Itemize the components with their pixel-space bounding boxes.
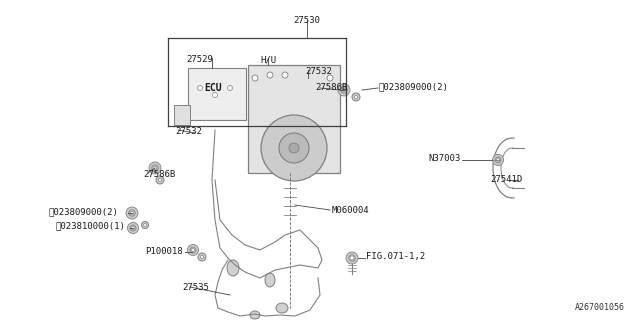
Text: 27586B: 27586B	[143, 170, 175, 179]
Circle shape	[267, 72, 273, 78]
Circle shape	[493, 155, 504, 165]
Circle shape	[131, 212, 134, 214]
Text: 27530: 27530	[294, 16, 321, 25]
Circle shape	[342, 89, 346, 92]
FancyBboxPatch shape	[248, 65, 340, 173]
Circle shape	[340, 87, 348, 93]
Text: 27532: 27532	[305, 67, 332, 76]
Text: Ⓝ023809000(2): Ⓝ023809000(2)	[378, 82, 448, 91]
Circle shape	[198, 85, 202, 91]
Circle shape	[282, 72, 288, 78]
Ellipse shape	[227, 260, 239, 276]
Text: ECU: ECU	[204, 83, 222, 93]
Circle shape	[198, 253, 206, 261]
FancyBboxPatch shape	[188, 68, 246, 120]
Circle shape	[349, 255, 355, 261]
Text: 27532: 27532	[175, 127, 202, 136]
Ellipse shape	[265, 273, 275, 287]
Circle shape	[127, 222, 138, 234]
Circle shape	[327, 75, 333, 81]
Circle shape	[141, 221, 148, 228]
FancyBboxPatch shape	[174, 105, 190, 125]
Circle shape	[154, 166, 157, 170]
Circle shape	[188, 244, 198, 255]
Circle shape	[289, 143, 299, 153]
Circle shape	[212, 92, 218, 98]
Circle shape	[338, 84, 350, 96]
Circle shape	[497, 159, 499, 161]
Text: A267001056: A267001056	[575, 303, 625, 312]
Circle shape	[156, 176, 164, 184]
Text: 27541D: 27541D	[490, 175, 522, 184]
Ellipse shape	[250, 311, 260, 319]
Circle shape	[191, 249, 195, 252]
Circle shape	[149, 162, 161, 174]
Circle shape	[159, 179, 162, 182]
Circle shape	[200, 255, 204, 259]
Text: H/U: H/U	[260, 55, 276, 64]
Text: FIG.071-1,2: FIG.071-1,2	[366, 252, 425, 261]
Circle shape	[152, 165, 158, 171]
Circle shape	[495, 157, 501, 163]
Circle shape	[350, 256, 354, 260]
Text: Ⓝ023810000(1): Ⓝ023810000(1)	[55, 221, 125, 230]
Circle shape	[227, 85, 232, 91]
Circle shape	[143, 224, 147, 227]
Circle shape	[261, 115, 327, 181]
Text: 27586B: 27586B	[315, 83, 348, 92]
Circle shape	[346, 252, 358, 264]
Text: 27529: 27529	[187, 55, 213, 64]
Circle shape	[129, 210, 135, 216]
Circle shape	[190, 247, 196, 253]
Text: M060004: M060004	[332, 206, 370, 215]
Circle shape	[352, 93, 360, 101]
Ellipse shape	[276, 303, 288, 313]
Circle shape	[355, 95, 358, 99]
Circle shape	[279, 133, 309, 163]
Circle shape	[130, 225, 136, 231]
Text: Ⓝ023809000(2): Ⓝ023809000(2)	[48, 207, 118, 216]
Circle shape	[126, 207, 138, 219]
Circle shape	[132, 227, 134, 229]
Circle shape	[252, 75, 258, 81]
Text: N37003: N37003	[428, 154, 460, 163]
Text: 27535: 27535	[182, 283, 209, 292]
Text: P100018: P100018	[145, 247, 182, 256]
Circle shape	[351, 257, 353, 260]
